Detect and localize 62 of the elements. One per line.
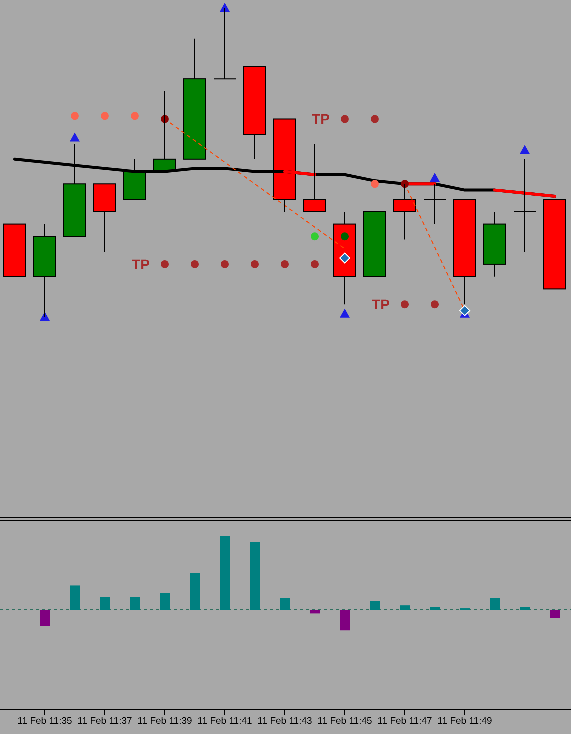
- point: [371, 115, 379, 124]
- point: [191, 260, 199, 268]
- candlestick: [334, 211, 356, 306]
- bar: [490, 598, 500, 610]
- point: [430, 172, 440, 182]
- bar: [520, 607, 530, 610]
- point: [341, 115, 349, 124]
- candlestick: [244, 66, 266, 160]
- point: [460, 305, 470, 316]
- point: [371, 180, 379, 188]
- point: [161, 260, 169, 268]
- bar: [130, 597, 140, 610]
- bar: [370, 601, 380, 610]
- point: [340, 308, 350, 318]
- candlestick: [364, 211, 386, 278]
- bar: [280, 598, 290, 610]
- x-tick-label: 11 Feb 11:41: [198, 716, 252, 727]
- bar: [190, 573, 200, 610]
- bar: [160, 593, 170, 610]
- x-tick-label: 11 Feb 11:45: [318, 716, 372, 727]
- point: [71, 112, 79, 120]
- x-tick-label: 11 Feb 11:37: [78, 716, 132, 727]
- x-tick-label: 11 Feb 11:49: [438, 716, 492, 727]
- candlestick: [484, 211, 506, 278]
- candlestick: [514, 158, 536, 253]
- candlestick: [454, 199, 476, 306]
- annotation: TP: [312, 111, 330, 128]
- point: [340, 252, 350, 264]
- bar: [400, 606, 410, 610]
- annotation: TP: [132, 256, 150, 272]
- point: [281, 260, 289, 268]
- point: [431, 300, 439, 309]
- bar: [40, 610, 50, 626]
- bar: [340, 610, 350, 631]
- point: [221, 260, 229, 268]
- point: [401, 180, 409, 188]
- point: [70, 132, 80, 142]
- bar: [100, 597, 110, 610]
- annotation: TP: [372, 296, 390, 313]
- x-tick-label: 11 Feb 11:39: [138, 716, 192, 727]
- point: [251, 260, 259, 268]
- point: [401, 300, 409, 309]
- x-tick-label: 11 Feb 11:43: [258, 716, 312, 727]
- bar: [250, 542, 260, 610]
- x-tick-label: 11 Feb 11:35: [18, 716, 72, 727]
- x-tick-label: 11 Feb 11:47: [378, 716, 432, 727]
- candlestick: [184, 38, 206, 160]
- bar: [220, 536, 230, 610]
- point: [40, 312, 50, 321]
- candlestick: [94, 184, 116, 253]
- bar: [310, 610, 320, 614]
- bar: [70, 586, 80, 610]
- point: [220, 3, 230, 12]
- point: [131, 112, 139, 120]
- point: [311, 260, 319, 268]
- point: [520, 145, 530, 154]
- bar: [430, 607, 440, 610]
- candlestick: [4, 224, 26, 278]
- bar: [550, 610, 560, 618]
- point: [101, 112, 109, 120]
- point: [311, 232, 319, 241]
- point: [341, 232, 349, 241]
